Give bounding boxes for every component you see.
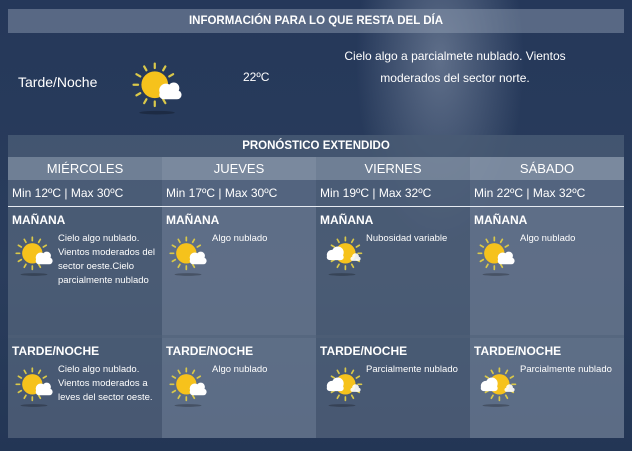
extended-forecast: PRONÓSTICO EXTENDIDO MIÉRCOLES Min 12ºC … xyxy=(8,135,624,438)
today-period: Tarde/Noche xyxy=(18,74,98,90)
partly-cloudy-icon xyxy=(474,364,518,413)
forecast-morning: MAÑANA Algo nublado xyxy=(162,207,316,335)
period-label: TARDE/NOCHE xyxy=(12,344,100,358)
sun-cloud-icon xyxy=(166,233,210,282)
sun-cloud-icon xyxy=(128,58,186,121)
period-description: Parcialmente nublado xyxy=(366,364,458,375)
day-name: JUEVES xyxy=(162,157,316,180)
forecast-night: TARDE/NOCHE Cielo algo nublado. Vientos … xyxy=(8,335,162,436)
min-max-temp: Min 22ºC | Max 32ºC xyxy=(470,180,624,207)
forecast-day: JUEVES Min 17ºC | Max 30ºC MAÑANA Algo n… xyxy=(162,157,316,438)
min-max-temp: Min 19ºC | Max 32ºC xyxy=(316,180,470,207)
today-description: Cielo algo a parcialmete nublado. Viento… xyxy=(344,49,566,85)
day-name: VIERNES xyxy=(316,157,470,180)
period-description: Parcialmente nublado xyxy=(520,364,612,375)
period-label: MAÑANA xyxy=(12,213,66,227)
today-temperature: 22ºC xyxy=(243,70,270,84)
period-description: Algo nublado xyxy=(212,364,268,375)
sun-cloud-icon xyxy=(12,233,56,282)
forecast-night: TARDE/NOCHE Algo nublado xyxy=(162,335,316,436)
forecast-day: SÁBADO Min 22ºC | Max 32ºC MAÑANA Algo n… xyxy=(470,157,624,438)
period-label: TARDE/NOCHE xyxy=(320,344,408,358)
day-name: MIÉRCOLES xyxy=(8,157,162,180)
forecast-morning: MAÑANA Nubosidad variable xyxy=(316,207,470,335)
partly-cloudy-icon xyxy=(320,233,364,282)
partly-cloudy-icon xyxy=(320,364,364,413)
sun-cloud-icon xyxy=(12,364,56,413)
forecast-day: VIERNES Min 19ºC | Max 32ºC MAÑANA Nubos… xyxy=(316,157,470,438)
today-header: INFORMACIÓN PARA LO QUE RESTA DEL DÍA xyxy=(8,9,624,33)
period-label: MAÑANA xyxy=(320,213,374,227)
forecast-morning: MAÑANA Algo nublado xyxy=(470,207,624,335)
forecast-morning: MAÑANA Cielo algo nublado. Vientos moder… xyxy=(8,207,162,335)
period-label: TARDE/NOCHE xyxy=(166,344,254,358)
forecast-day: MIÉRCOLES Min 12ºC | Max 30ºC MAÑANA Cie… xyxy=(8,157,162,438)
period-description: Algo nublado xyxy=(520,233,576,244)
forecast-night: TARDE/NOCHE Parcialmente nublado xyxy=(470,335,624,436)
sun-cloud-icon xyxy=(474,233,518,282)
period-description: Cielo algo nublado. Vientos moderados de… xyxy=(58,233,155,286)
period-label: MAÑANA xyxy=(166,213,220,227)
min-max-temp: Min 17ºC | Max 30ºC xyxy=(162,180,316,207)
period-description: Cielo algo nublado. Vientos moderados a … xyxy=(58,364,153,403)
forecast-night: TARDE/NOCHE Parcialmente nublado xyxy=(316,335,470,436)
period-label: MAÑANA xyxy=(474,213,528,227)
sun-cloud-icon xyxy=(166,364,210,413)
forecast-title: PRONÓSTICO EXTENDIDO xyxy=(8,135,624,157)
day-name: SÁBADO xyxy=(470,157,624,180)
min-max-temp: Min 12ºC | Max 30ºC xyxy=(8,180,162,207)
period-description: Algo nublado xyxy=(212,233,268,244)
period-label: TARDE/NOCHE xyxy=(474,344,562,358)
period-description: Nubosidad variable xyxy=(366,233,448,244)
